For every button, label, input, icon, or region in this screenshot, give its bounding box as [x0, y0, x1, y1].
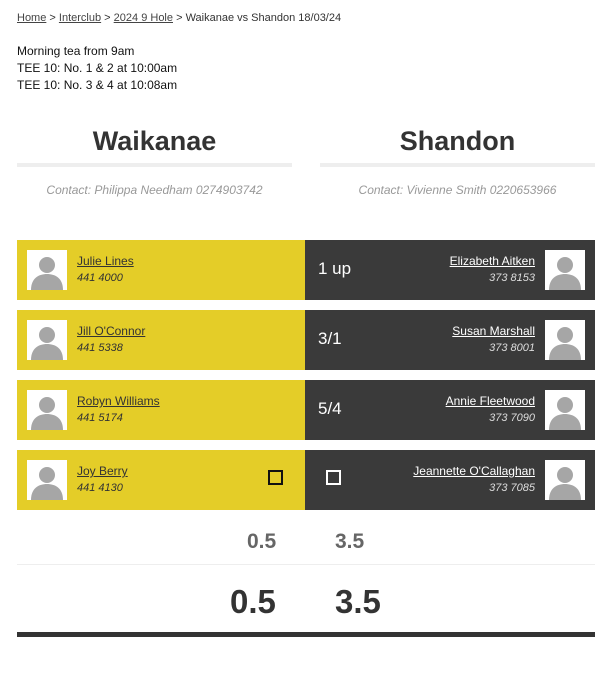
home-player-cell: Jill O'Connor 441 5338: [17, 310, 305, 370]
home-player-cell: Julie Lines 441 4000: [17, 240, 305, 300]
home-team-contact: Contact: Philippa Needham 0274903742: [46, 183, 263, 197]
away-team-contact: Contact: Vivienne Smith 0220653966: [358, 183, 557, 197]
home-player-cell: Joy Berry 441 4130: [17, 450, 305, 510]
away-player-cell: 1 up Elizabeth Aitken 373 8153: [305, 240, 595, 300]
avatar-placeholder-icon: [27, 250, 67, 290]
away-player-link[interactable]: Elizabeth Aitken: [449, 254, 535, 268]
away-subtotal: 3.5: [335, 530, 365, 553]
divider: [320, 163, 595, 167]
away-player-cell: 3/1 Susan Marshall 373 8001: [305, 310, 595, 370]
breadcrumb-season-link[interactable]: 2024 9 Hole: [113, 12, 173, 24]
breadcrumb-interclub-link[interactable]: Interclub: [58, 12, 102, 24]
away-player-phone: 373 8153: [489, 272, 535, 284]
avatar-placeholder-icon: [545, 320, 585, 360]
home-player-link[interactable]: Joy Berry: [77, 464, 128, 478]
avatar-placeholder-icon: [27, 460, 67, 500]
away-player-cell: Jeannette O'Callaghan 373 7085: [305, 450, 595, 510]
home-win-checkbox[interactable]: [268, 470, 283, 485]
breadcrumb-separator: >: [176, 12, 183, 24]
away-player-link[interactable]: Jeannette O'Callaghan: [413, 464, 535, 478]
home-player-link[interactable]: Robyn Williams: [77, 394, 160, 408]
avatar-placeholder-icon: [27, 390, 67, 430]
home-player-phone: 441 5338: [77, 342, 123, 354]
match-notes: Morning tea from 9am TEE 10: No. 1 & 2 a…: [17, 43, 177, 94]
match-row: Julie Lines 441 4000 1 up Elizabeth Aitk…: [17, 240, 595, 300]
avatar-placeholder-icon: [545, 390, 585, 430]
home-team-name: Waikanae: [92, 126, 217, 156]
away-player-phone: 373 7090: [489, 412, 535, 424]
note-line: TEE 10: No. 1 & 2 at 10:00am: [17, 61, 178, 75]
away-player-cell: 5/4 Annie Fleetwood 373 7090: [305, 380, 595, 440]
home-subtotal: 0.5: [247, 530, 277, 553]
match-row: Jill O'Connor 441 5338 3/1 Susan Marshal…: [17, 310, 595, 370]
breadcrumb-separator: >: [104, 12, 111, 24]
avatar-placeholder-icon: [545, 250, 585, 290]
breadcrumb-home-link[interactable]: Home: [17, 12, 47, 24]
match-row: Robyn Williams 441 5174 5/4 Annie Fleetw…: [17, 380, 595, 440]
note-line: TEE 10: No. 3 & 4 at 10:08am: [17, 78, 178, 92]
home-player-phone: 441 5174: [77, 412, 123, 424]
away-player-phone: 373 8001: [489, 342, 535, 354]
home-player-phone: 441 4000: [77, 272, 123, 284]
match-result: 1 up: [318, 259, 352, 278]
note-line: Morning tea from 9am: [17, 44, 135, 58]
match-result: 5/4: [318, 399, 342, 418]
home-total-score: 0.5: [230, 583, 276, 620]
divider: [17, 564, 595, 565]
match-row: Joy Berry 441 4130 Jeannette O'Callaghan…: [17, 450, 595, 510]
away-total-score: 3.5: [335, 583, 381, 620]
avatar-placeholder-icon: [545, 460, 585, 500]
away-player-link[interactable]: Annie Fleetwood: [445, 394, 535, 408]
away-player-link[interactable]: Susan Marshall: [452, 324, 535, 338]
breadcrumb-current: Waikanae vs Shandon 18/03/24: [185, 12, 342, 24]
home-player-link[interactable]: Julie Lines: [77, 254, 134, 268]
away-player-phone: 373 7085: [489, 482, 535, 494]
match-result: 3/1: [318, 329, 342, 348]
avatar-placeholder-icon: [27, 320, 67, 360]
divider: [17, 632, 595, 637]
away-win-checkbox[interactable]: [326, 470, 341, 485]
home-player-link[interactable]: Jill O'Connor: [77, 324, 146, 338]
breadcrumb: Home > Interclub > 2024 9 Hole > Waikana…: [17, 12, 341, 24]
breadcrumb-separator: >: [49, 12, 56, 24]
away-team-name: Shandon: [399, 126, 516, 156]
home-player-cell: Robyn Williams 441 5174: [17, 380, 305, 440]
divider: [17, 163, 292, 167]
home-player-phone: 441 4130: [77, 482, 123, 494]
